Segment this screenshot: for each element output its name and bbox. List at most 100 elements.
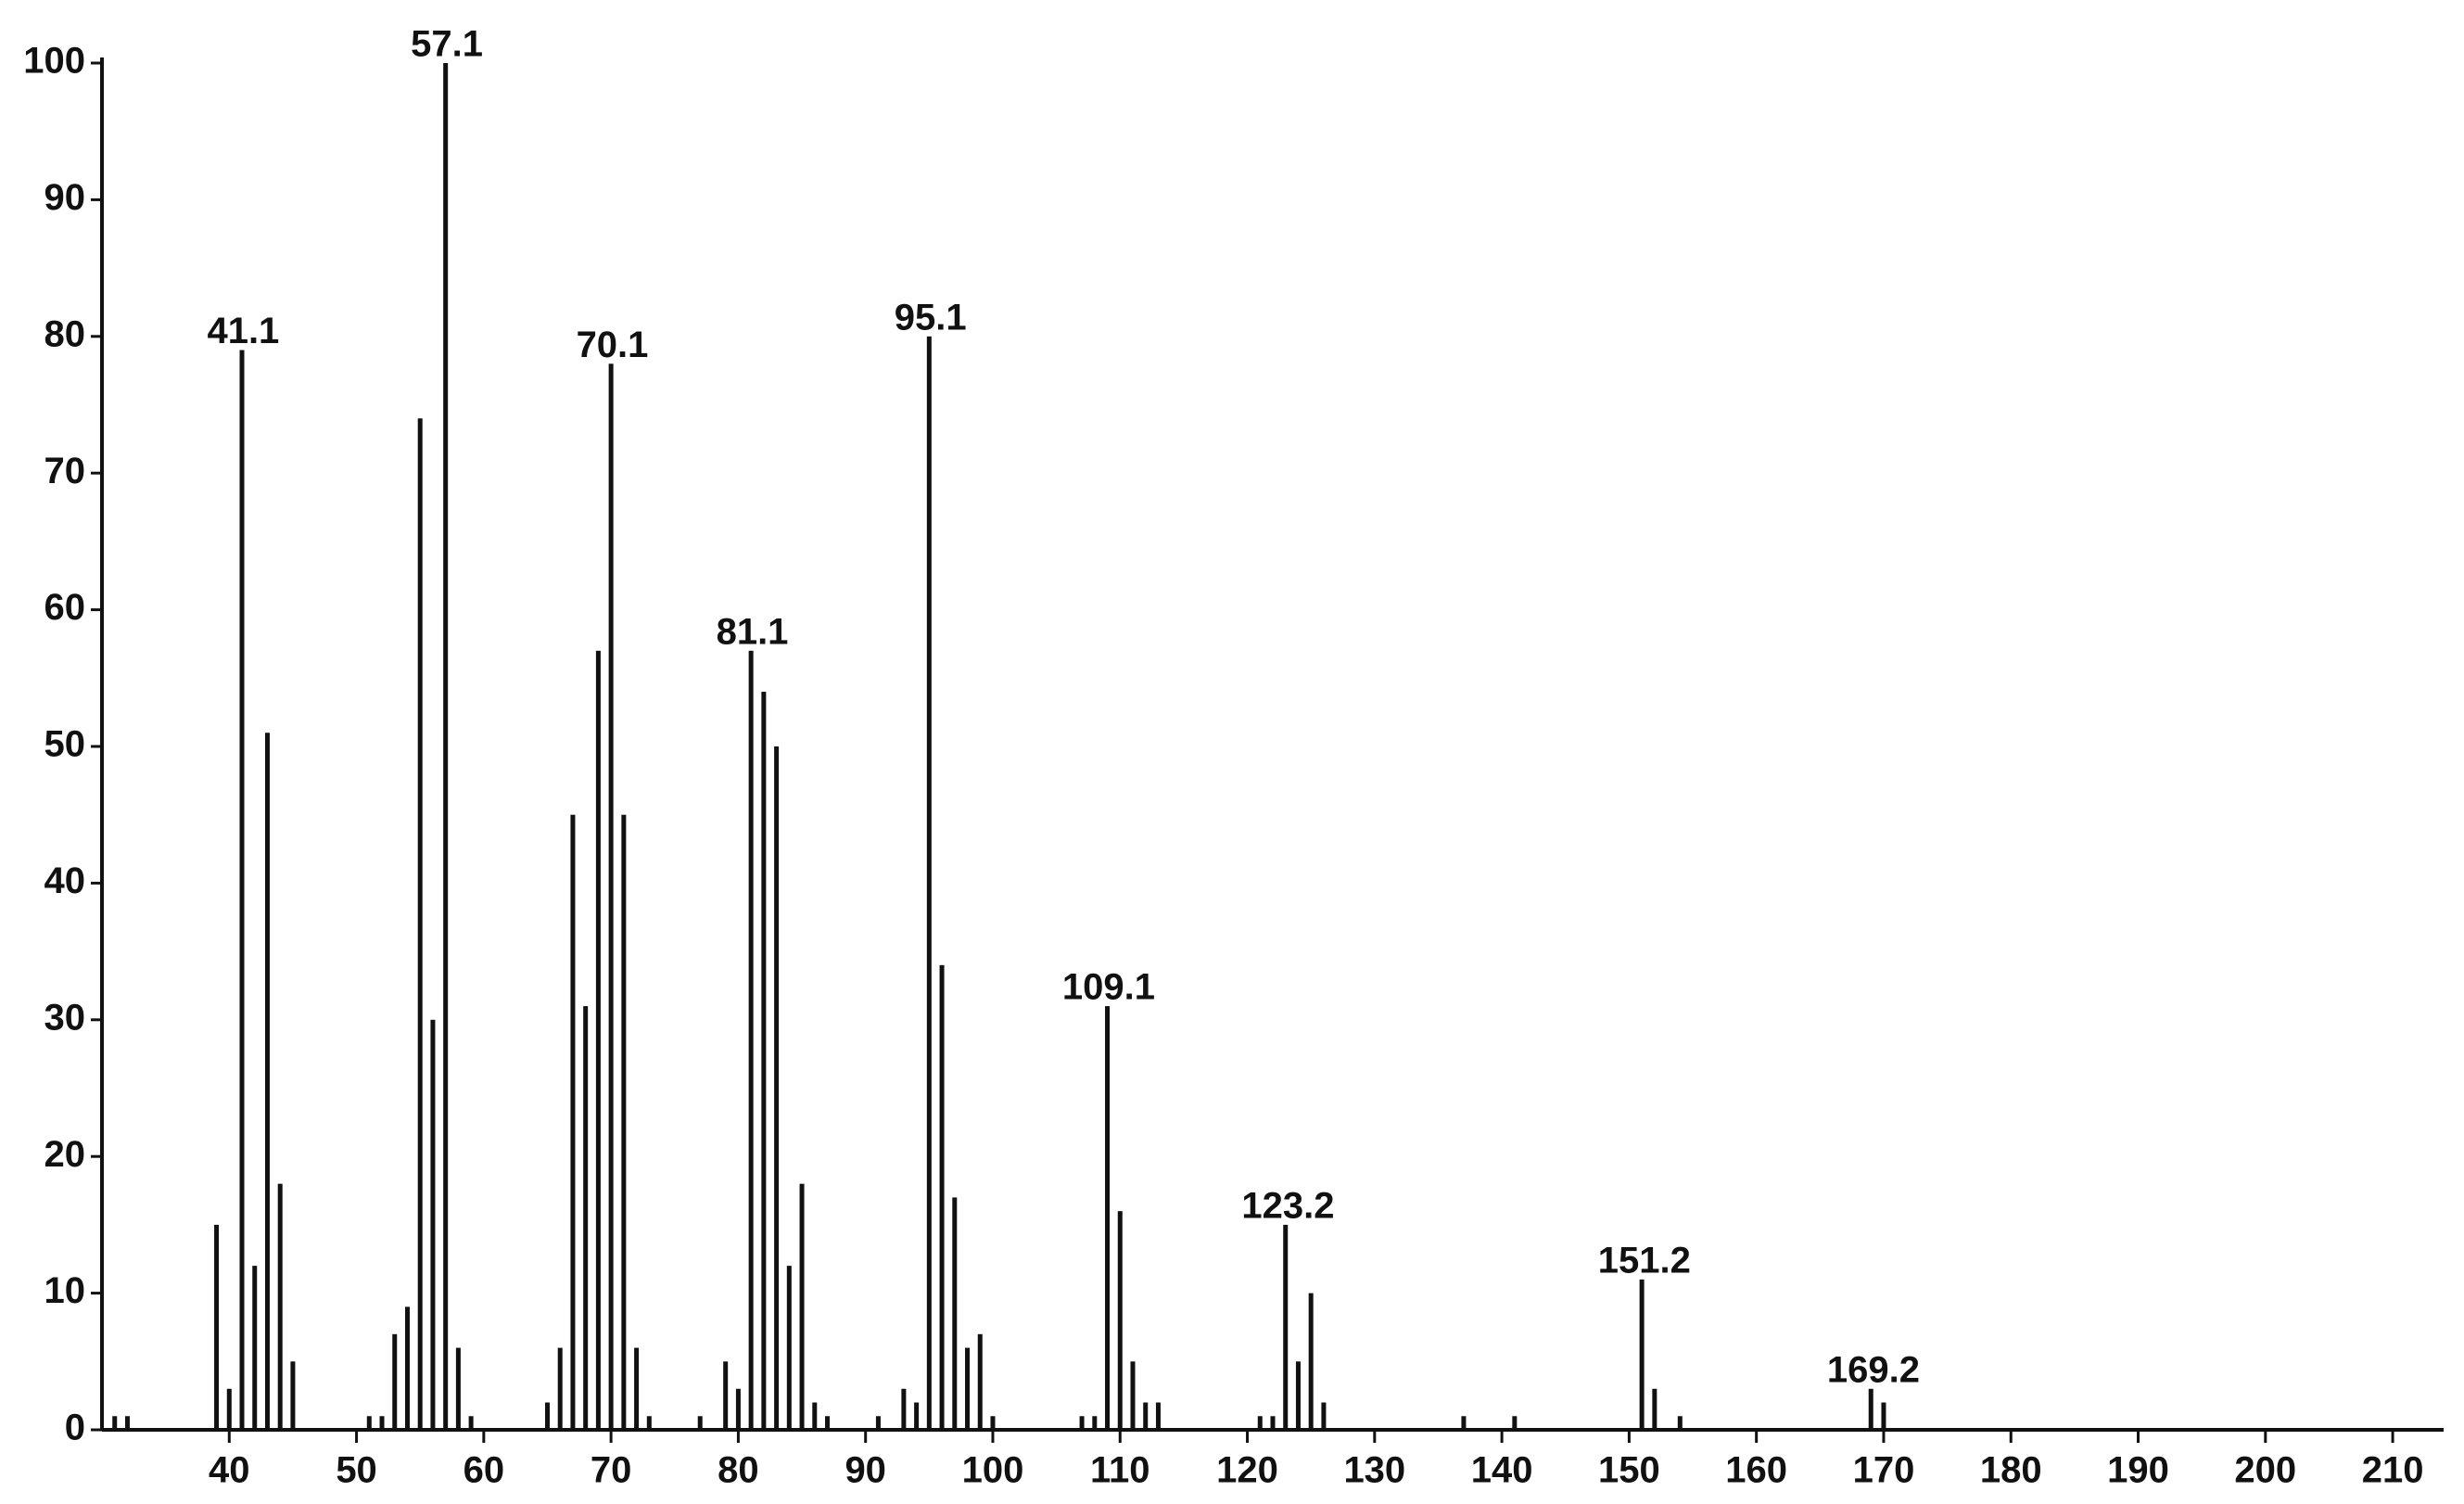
x-tick-label: 90 <box>845 1450 886 1491</box>
peak <box>1868 1388 1873 1430</box>
x-tick-label: 130 <box>1343 1450 1405 1491</box>
peak <box>417 418 423 1430</box>
peak <box>1295 1361 1301 1430</box>
peak <box>1881 1402 1886 1430</box>
peak <box>455 1347 461 1430</box>
peak <box>557 1347 563 1430</box>
peak <box>990 1416 996 1430</box>
y-tick-label: 80 <box>44 313 86 354</box>
x-tick-label: 160 <box>1725 1450 1787 1491</box>
peak <box>1092 1416 1098 1430</box>
peak <box>112 1416 118 1430</box>
peak <box>583 1006 589 1430</box>
peak <box>926 336 932 1430</box>
x-tick-label: 200 <box>2234 1450 2296 1491</box>
peak <box>1155 1402 1161 1430</box>
y-tick-label: 100 <box>23 41 85 82</box>
peak <box>812 1402 818 1430</box>
peak <box>774 746 780 1430</box>
peak <box>277 1183 283 1430</box>
peak <box>1512 1416 1518 1430</box>
peak <box>735 1388 741 1430</box>
peak <box>901 1388 907 1430</box>
peak-label: 123.2 <box>1241 1185 1334 1226</box>
peak <box>965 1347 971 1430</box>
x-tick-label: 50 <box>336 1450 377 1491</box>
peak <box>404 1306 410 1430</box>
peak <box>570 814 576 1430</box>
peak <box>1130 1361 1136 1430</box>
peak <box>544 1402 550 1430</box>
peak-label: 81.1 <box>717 611 789 652</box>
y-tick-label: 0 <box>65 1408 85 1448</box>
x-tick-label: 70 <box>591 1450 632 1491</box>
y-tick-label: 30 <box>44 997 86 1038</box>
x-tick-label: 140 <box>1471 1450 1533 1491</box>
y-tick-label: 90 <box>44 177 86 218</box>
peak <box>1283 1224 1289 1430</box>
peak <box>214 1224 220 1430</box>
peak-label: 169.2 <box>1827 1349 1920 1390</box>
peak <box>1677 1416 1683 1430</box>
peak <box>761 692 767 1430</box>
x-tick-label: 190 <box>2107 1450 2169 1491</box>
x-tick-label: 180 <box>1980 1450 2042 1491</box>
x-tick-label: 110 <box>1090 1450 1150 1491</box>
peak <box>1257 1416 1263 1430</box>
x-tick-label: 120 <box>1216 1450 1278 1491</box>
y-tick-label: 10 <box>44 1270 86 1311</box>
x-tick-label: 40 <box>209 1450 250 1491</box>
peak <box>621 814 627 1430</box>
peak-label: 151.2 <box>1598 1240 1691 1281</box>
peak <box>392 1333 398 1430</box>
peak <box>239 350 245 1430</box>
peak <box>723 1361 729 1430</box>
peak <box>1270 1416 1276 1430</box>
peak <box>952 1197 958 1430</box>
peak <box>1105 1006 1111 1430</box>
peak <box>697 1416 703 1430</box>
peak <box>264 733 270 1430</box>
peak <box>608 363 614 1430</box>
peak <box>443 63 449 1430</box>
peak <box>290 1361 296 1430</box>
peak <box>1461 1416 1467 1430</box>
peak <box>1652 1388 1657 1430</box>
y-tick-label: 20 <box>44 1134 86 1175</box>
peak <box>786 1266 792 1430</box>
peak <box>1117 1211 1123 1430</box>
x-tick-label: 170 <box>1853 1450 1915 1491</box>
peak <box>914 1402 920 1430</box>
y-tick-label: 50 <box>44 724 86 765</box>
peak-label: 95.1 <box>895 297 967 338</box>
y-tick-label: 60 <box>44 587 86 628</box>
peak <box>939 964 945 1430</box>
peak <box>430 1019 436 1430</box>
peak <box>1143 1402 1149 1430</box>
peak-label: 70.1 <box>577 325 649 365</box>
x-tick-label: 210 <box>2362 1450 2424 1491</box>
peak <box>124 1416 130 1430</box>
peak <box>875 1416 881 1430</box>
peak <box>748 650 754 1430</box>
peak <box>977 1333 983 1430</box>
peak-label: 109.1 <box>1062 967 1155 1008</box>
x-tick-label: 100 <box>962 1450 1024 1491</box>
peak <box>226 1388 232 1430</box>
peak-label: 41.1 <box>207 311 279 351</box>
y-tick-label: 70 <box>44 451 86 491</box>
peak-label: 57.1 <box>411 24 483 65</box>
peak <box>1639 1279 1645 1430</box>
peak <box>1308 1293 1314 1430</box>
peak <box>646 1416 652 1430</box>
peak <box>634 1347 640 1430</box>
peak <box>379 1416 385 1430</box>
peak <box>366 1416 372 1430</box>
x-tick-label: 60 <box>464 1450 505 1491</box>
peak <box>252 1266 258 1430</box>
peak <box>825 1416 831 1430</box>
peak <box>1321 1402 1327 1430</box>
x-tick-label: 150 <box>1598 1450 1660 1491</box>
